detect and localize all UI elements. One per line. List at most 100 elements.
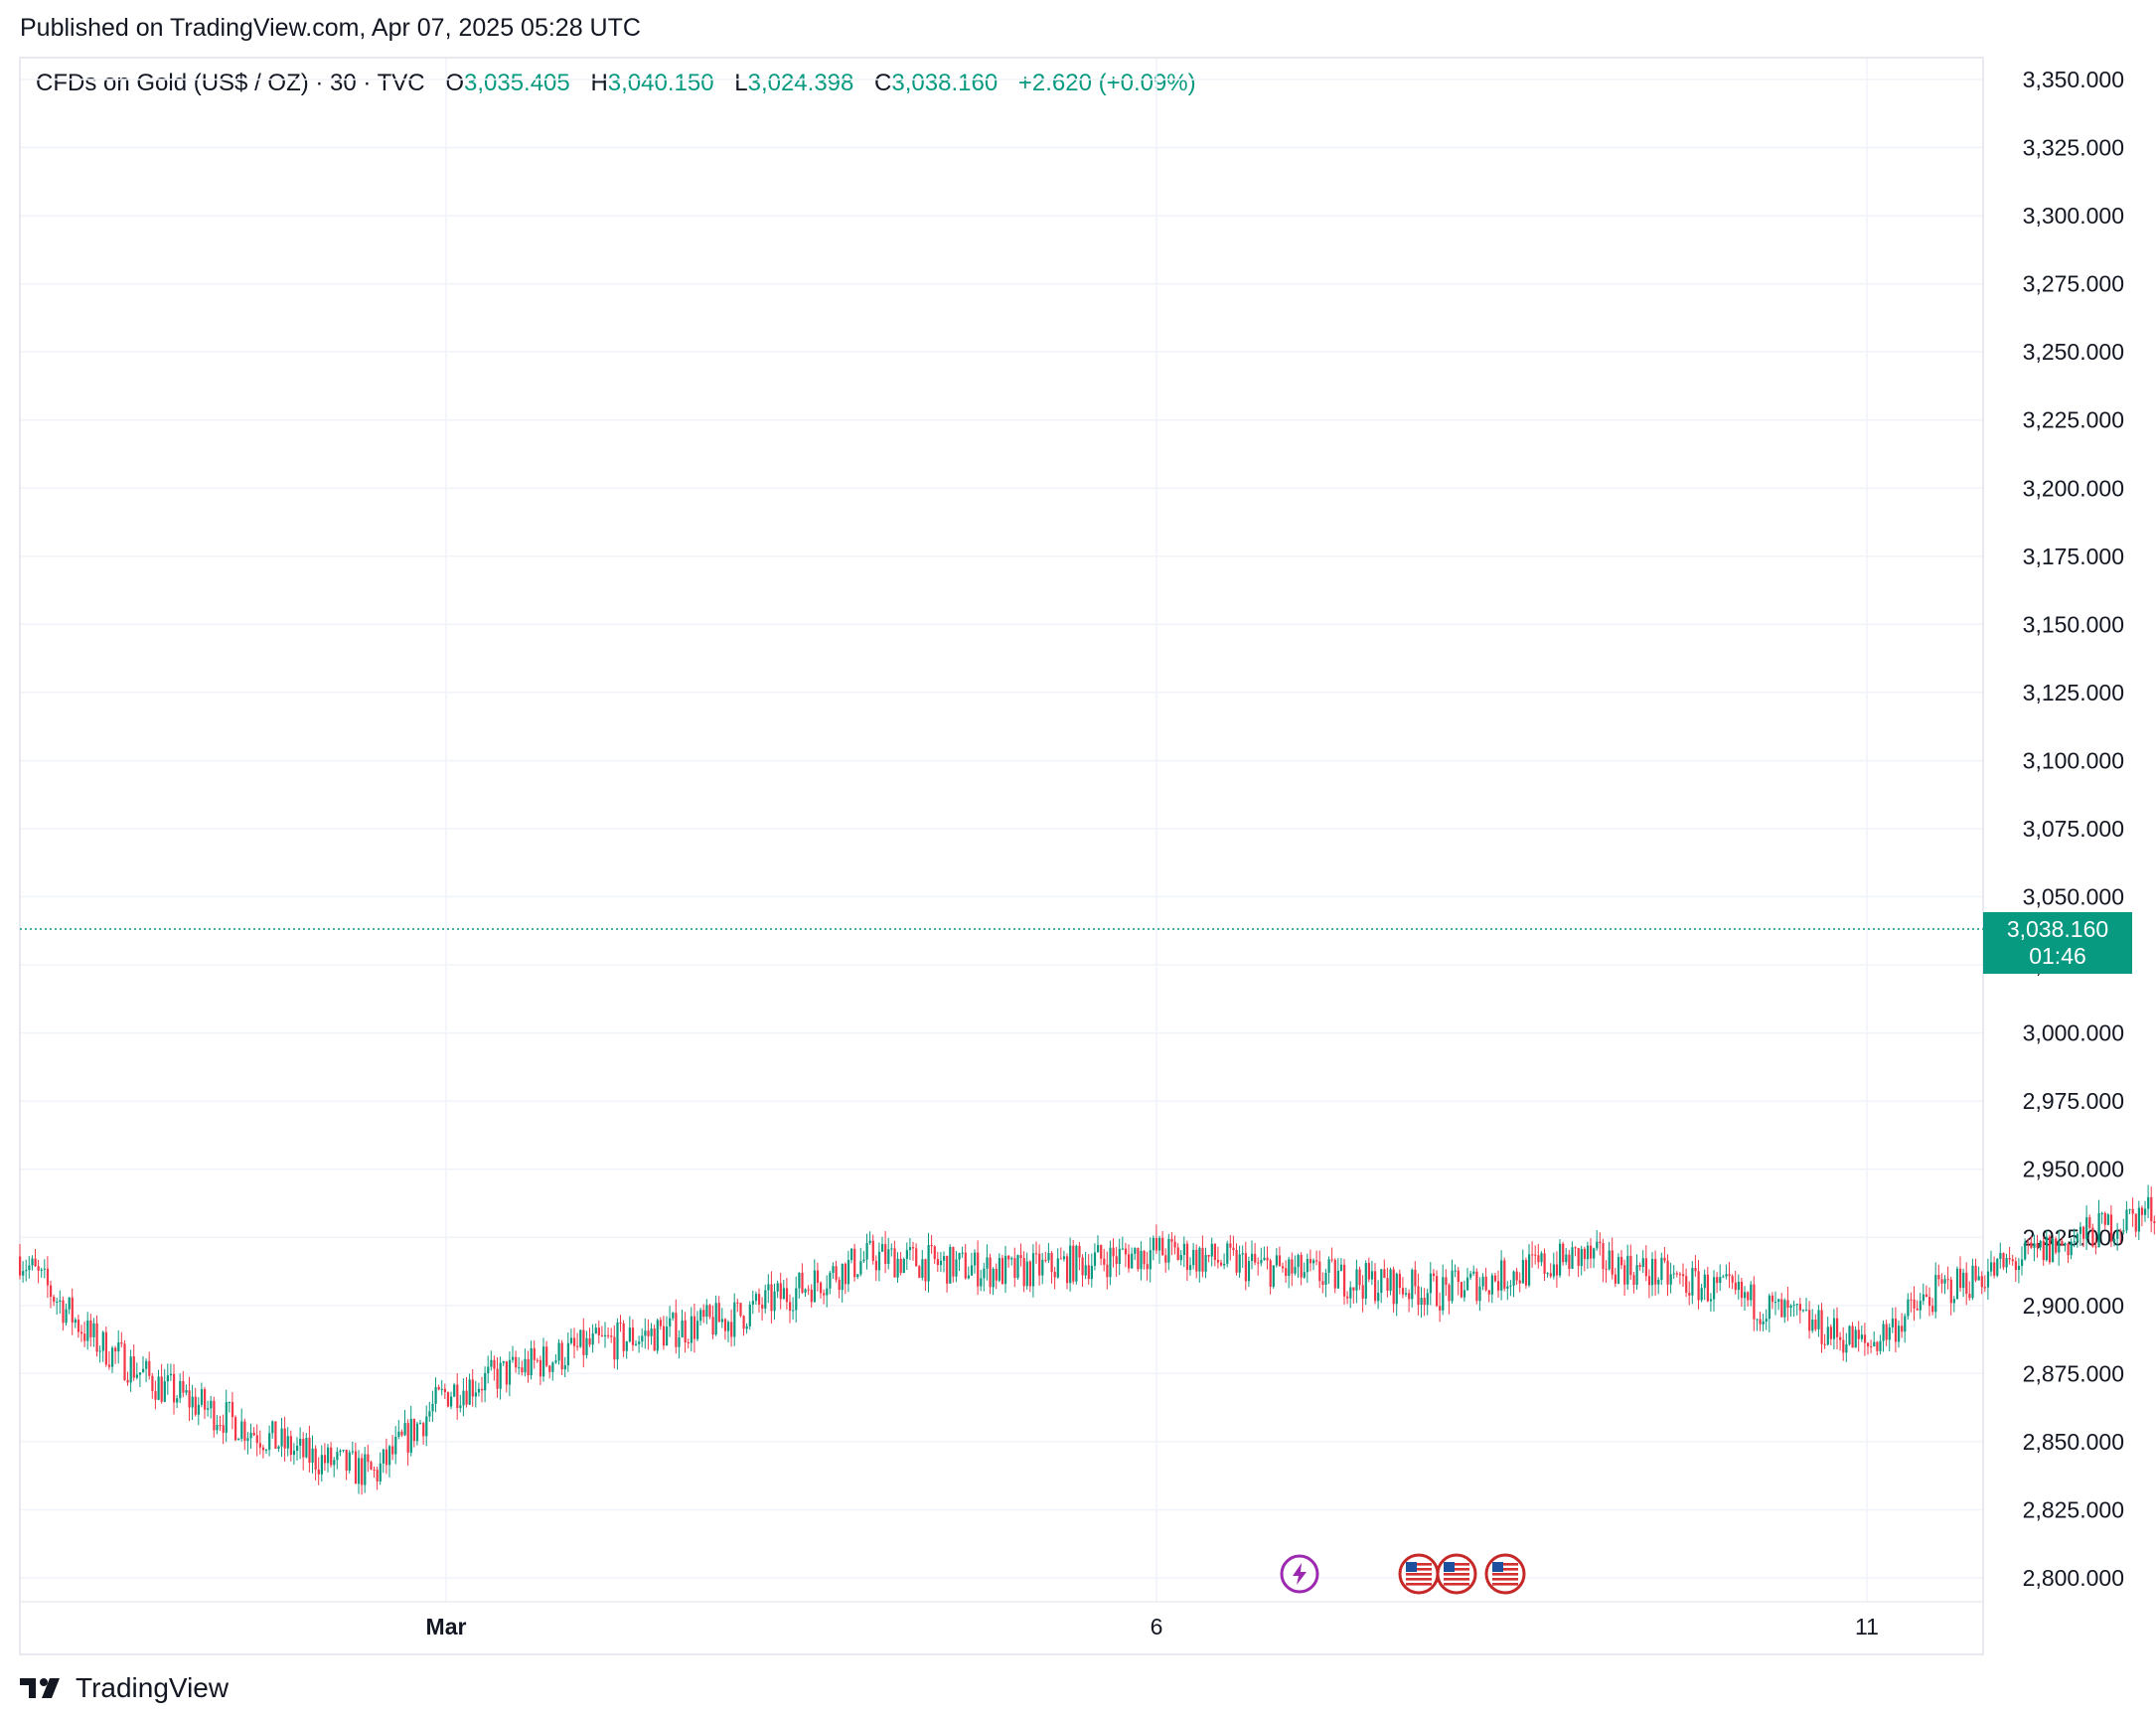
candle-body <box>955 1259 958 1277</box>
candle-body <box>545 1346 548 1366</box>
candle-body <box>868 1240 871 1243</box>
candle-body <box>742 1316 745 1329</box>
candle-body <box>792 1310 795 1312</box>
x-tick-label: 6 <box>1151 1614 1163 1639</box>
candle-body <box>330 1447 333 1466</box>
us-flag-icon-stripe <box>1444 1583 1469 1586</box>
candle-body <box>1543 1253 1546 1274</box>
candle-body <box>2052 1238 2055 1263</box>
candle-body <box>1962 1272 1965 1289</box>
candle-body <box>1716 1277 1719 1284</box>
candle-body <box>1959 1268 1962 1289</box>
candle-body <box>1602 1243 1605 1270</box>
candle-body <box>1617 1257 1620 1284</box>
candle-body <box>160 1376 163 1402</box>
candle-body <box>1952 1299 1955 1304</box>
candle-body <box>1688 1293 1691 1296</box>
candle-body <box>1475 1271 1478 1302</box>
candle-body <box>887 1249 890 1264</box>
candle-body <box>1257 1262 1260 1264</box>
candle-body <box>536 1359 539 1361</box>
candle-body <box>980 1278 983 1287</box>
candle-body <box>1555 1264 1559 1276</box>
candle-body <box>1851 1326 1854 1348</box>
candle-body <box>647 1330 650 1336</box>
candle-body <box>271 1421 274 1434</box>
candle-body <box>1185 1243 1189 1271</box>
candle-body <box>1173 1241 1176 1248</box>
candle-body <box>1417 1286 1420 1306</box>
candle-body <box>1493 1275 1497 1282</box>
candle-body <box>989 1257 992 1288</box>
candle-body <box>1593 1248 1596 1259</box>
candle-body <box>228 1401 231 1403</box>
candle-body <box>1167 1238 1170 1263</box>
candle-body <box>865 1242 868 1260</box>
candle-body <box>881 1244 884 1252</box>
candle-body <box>388 1446 391 1466</box>
lightning-icon[interactable] <box>1280 1554 1319 1594</box>
candle-body <box>370 1462 373 1470</box>
candle-body <box>299 1438 302 1446</box>
candle-body <box>1223 1263 1226 1266</box>
candle-body <box>1990 1262 1993 1272</box>
candle-body <box>844 1263 847 1285</box>
us-flag-icon[interactable] <box>1436 1553 1477 1595</box>
candle-body <box>400 1431 403 1436</box>
candle-body <box>274 1421 277 1449</box>
candle-body <box>1134 1248 1137 1254</box>
candle-body <box>1300 1255 1303 1278</box>
candle-body <box>234 1417 237 1441</box>
candle-body <box>1278 1255 1282 1267</box>
y-tick-label: 3,150.000 <box>2023 611 2124 637</box>
candle-body <box>841 1263 844 1291</box>
candle-body <box>465 1390 468 1405</box>
candle-body <box>296 1445 299 1451</box>
candle-body <box>1497 1281 1500 1291</box>
tradingview-brand[interactable]: TradingView <box>20 1672 229 1704</box>
candle-body <box>2091 1227 2094 1247</box>
legend-symbol[interactable]: CFDs on Gold (US$ / OZ) · 30 · TVC <box>36 70 425 96</box>
legend-change: +2.620 (+0.09%) <box>1017 70 1196 96</box>
candle-body <box>693 1316 696 1339</box>
chart-grid <box>20 58 1983 1602</box>
candle-body <box>782 1288 785 1300</box>
candle-body <box>776 1283 779 1292</box>
candle-body <box>789 1302 792 1311</box>
candle-body <box>364 1454 367 1485</box>
candle-body <box>104 1331 107 1365</box>
candle-body <box>1891 1319 1894 1327</box>
candle-body <box>859 1261 862 1275</box>
candle-body <box>1774 1302 1777 1304</box>
candle-body <box>613 1336 616 1360</box>
candle-body <box>2125 1209 2128 1231</box>
candle-body <box>2058 1241 2061 1253</box>
us-flag-icon[interactable] <box>1398 1553 1440 1595</box>
candle-body <box>1349 1287 1352 1299</box>
candle-body <box>385 1449 388 1466</box>
candle-body <box>714 1303 717 1334</box>
candle-body <box>283 1428 286 1449</box>
candle-body <box>1050 1252 1053 1273</box>
candle-body <box>512 1356 515 1360</box>
candle-body <box>1934 1275 1937 1313</box>
candle-body <box>499 1362 502 1389</box>
candle-body <box>936 1259 939 1266</box>
candle-body <box>826 1288 829 1296</box>
candle-body <box>446 1392 450 1407</box>
candle-body <box>1647 1276 1651 1286</box>
candle-body <box>1282 1266 1285 1269</box>
candle-body <box>188 1390 191 1408</box>
candle-body <box>1977 1276 1980 1281</box>
candle-body <box>2011 1259 2014 1262</box>
candle-body <box>1524 1260 1528 1286</box>
candle-body <box>373 1469 376 1471</box>
candle-body <box>382 1449 385 1464</box>
candle-body <box>597 1327 600 1335</box>
us-flag-icon[interactable] <box>1484 1553 1526 1595</box>
candle-body <box>305 1437 308 1458</box>
candle-body <box>397 1431 400 1437</box>
candle-body <box>1336 1270 1339 1289</box>
candle-body <box>610 1335 613 1337</box>
